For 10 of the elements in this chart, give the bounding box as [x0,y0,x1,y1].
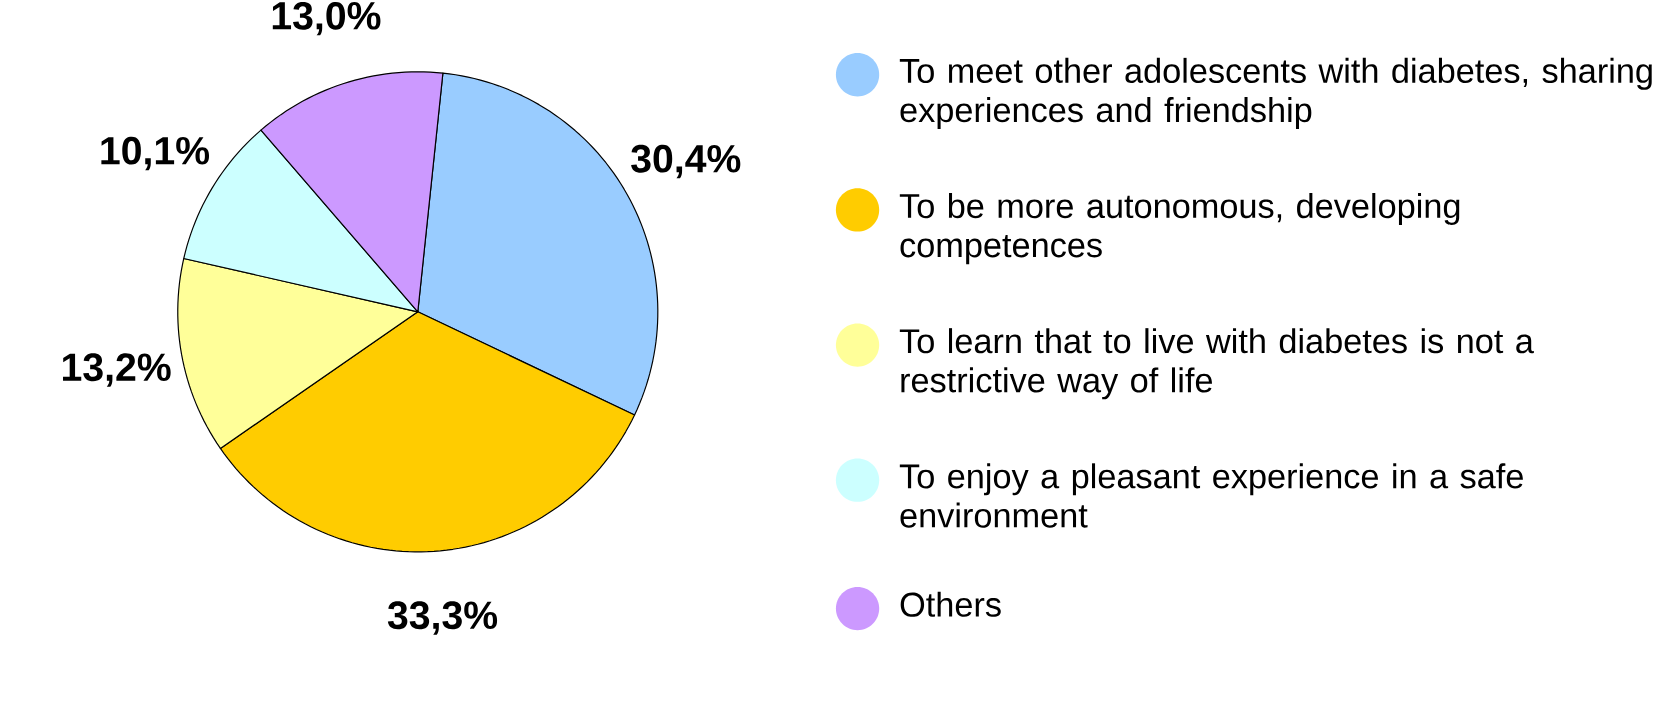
data-label: 13,0% [272,1,381,36]
legend-label: To be more autonomous, developing competences [899,192,1460,264]
data-label: 30,4% [631,144,741,179]
legend-label: To enjoy a pleasant experience in a safe environment [899,463,1523,528]
data-label: 10,1% [101,136,210,171]
legend-label: To meet other adolescents with diabetes, sharing experiences and friendship [899,57,1652,129]
legend-label: To learn that to live with diabetes is not a restrictive way of life [899,327,1534,400]
data-label: 13,2% [63,353,171,387]
legend-label: Others [900,591,1001,617]
data-label: 33,3% [387,601,498,635]
